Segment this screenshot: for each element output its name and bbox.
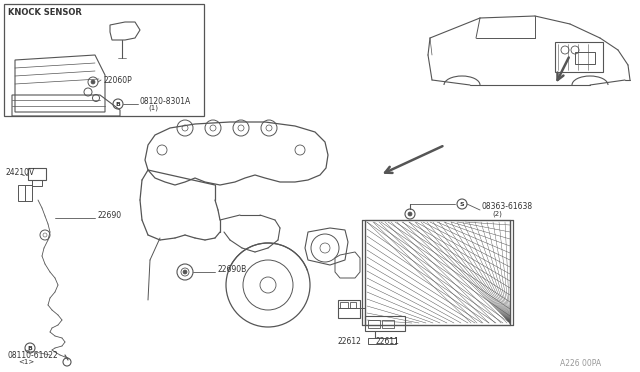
Bar bbox=[365, 220, 510, 325]
Bar bbox=[368, 320, 380, 328]
Bar bbox=[382, 320, 394, 328]
Text: <1>: <1> bbox=[18, 359, 35, 365]
Text: 08120-8301A: 08120-8301A bbox=[140, 96, 191, 106]
Bar bbox=[338, 300, 360, 318]
Text: A226 00PA: A226 00PA bbox=[560, 359, 601, 369]
Text: 24210V: 24210V bbox=[6, 167, 35, 176]
Text: 22690B: 22690B bbox=[217, 266, 246, 275]
Bar bbox=[365, 316, 405, 331]
Circle shape bbox=[183, 270, 187, 274]
Text: 08363-61638: 08363-61638 bbox=[482, 202, 533, 211]
Text: S: S bbox=[460, 202, 464, 206]
Bar bbox=[555, 42, 603, 72]
Bar bbox=[350, 302, 356, 308]
Bar bbox=[28, 168, 46, 180]
Circle shape bbox=[91, 80, 95, 84]
Text: (2): (2) bbox=[492, 211, 502, 217]
Bar bbox=[575, 52, 595, 64]
Bar bbox=[368, 338, 396, 344]
Text: 22611: 22611 bbox=[375, 337, 399, 346]
Text: 22690: 22690 bbox=[97, 211, 121, 219]
Text: (1): (1) bbox=[148, 105, 158, 111]
Text: B: B bbox=[28, 346, 33, 350]
Text: 22060P: 22060P bbox=[103, 76, 132, 84]
Text: KNOCK SENSOR: KNOCK SENSOR bbox=[8, 7, 82, 16]
Text: 08110-61022: 08110-61022 bbox=[8, 350, 59, 359]
Bar bbox=[32, 180, 42, 186]
Bar bbox=[18, 185, 32, 201]
Bar bbox=[4, 4, 204, 116]
Text: 22612: 22612 bbox=[337, 337, 361, 346]
Text: B: B bbox=[116, 102, 120, 106]
Bar bbox=[340, 302, 348, 308]
Circle shape bbox=[408, 212, 412, 216]
